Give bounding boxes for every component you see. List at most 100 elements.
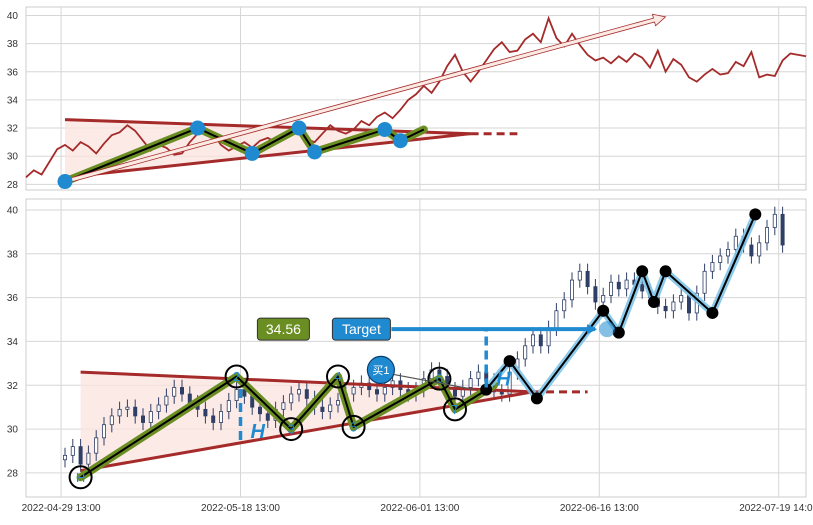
candle-body bbox=[203, 408, 208, 417]
pattern-node-circle bbox=[427, 366, 452, 391]
candle-body bbox=[328, 404, 333, 412]
top-pattern-node bbox=[291, 120, 307, 136]
candle-body bbox=[749, 244, 754, 257]
bottom-panel-ytick-label: 34 bbox=[7, 337, 19, 348]
pattern-node-circle bbox=[68, 465, 93, 490]
zigzag-node bbox=[597, 304, 610, 317]
zigzag-node bbox=[612, 326, 625, 339]
candle-body bbox=[102, 424, 107, 439]
buy-marker-badge bbox=[366, 355, 395, 385]
bottom-triangle-fill bbox=[80, 372, 533, 471]
bottom-panel-ytick-label: 30 bbox=[7, 425, 19, 436]
candle-body bbox=[281, 402, 286, 410]
candle-body bbox=[172, 387, 177, 397]
candle-body bbox=[499, 391, 504, 395]
zigzag-node bbox=[706, 306, 719, 319]
candle-body bbox=[335, 400, 340, 406]
candle-body bbox=[679, 295, 684, 303]
candle-body bbox=[78, 446, 83, 465]
candle-body bbox=[109, 415, 114, 426]
pattern-node-circle bbox=[341, 414, 366, 439]
candle-body bbox=[757, 242, 762, 257]
top-pattern-node bbox=[57, 174, 73, 190]
candle-body bbox=[710, 262, 715, 272]
zigzag-node bbox=[503, 355, 516, 368]
pattern-node-circle bbox=[279, 417, 304, 442]
candle-body bbox=[476, 371, 481, 380]
candle-body bbox=[538, 334, 543, 347]
candle-body bbox=[687, 295, 692, 314]
bottom-panel-ytick-label: 32 bbox=[7, 381, 19, 392]
xtick-label: 2022-06-16 13:00 bbox=[560, 503, 639, 514]
candle-body bbox=[156, 404, 161, 412]
bottom-panel-ytick-label: 40 bbox=[7, 205, 19, 216]
candle-body bbox=[468, 378, 473, 388]
buy-marker-leader bbox=[390, 373, 475, 391]
candle-body bbox=[257, 406, 262, 415]
candle-body bbox=[117, 408, 122, 417]
candle-body bbox=[265, 413, 270, 421]
xtick-label: 2022-06-01 13:00 bbox=[380, 503, 459, 514]
xtick-label: 2022-05-18 13:00 bbox=[201, 503, 280, 514]
candle-body bbox=[86, 452, 91, 465]
candle-body bbox=[320, 406, 325, 412]
h-marker-label: H bbox=[496, 368, 511, 390]
candle-body bbox=[593, 286, 598, 303]
candle-body bbox=[780, 213, 785, 246]
pattern-node-label: 7 bbox=[451, 402, 458, 417]
candle-body bbox=[570, 279, 575, 301]
pattern-node-label: 6 bbox=[436, 371, 443, 386]
bottom-panel-ytick-label: 36 bbox=[7, 293, 19, 304]
candle-body bbox=[507, 371, 512, 395]
pattern-node-circle bbox=[443, 397, 467, 422]
candle-body bbox=[609, 281, 614, 296]
top-pattern-node bbox=[244, 145, 260, 161]
candle-body bbox=[765, 227, 770, 244]
candle-body bbox=[218, 411, 223, 423]
top-pattern-node bbox=[190, 120, 206, 136]
candle-body bbox=[726, 248, 731, 257]
candle-body bbox=[554, 310, 559, 329]
zigzag-node bbox=[647, 295, 660, 308]
candle-body bbox=[663, 305, 668, 312]
candle-body bbox=[382, 387, 387, 395]
pattern-node-circle bbox=[326, 364, 350, 389]
bottom-panel-ytick-label: 28 bbox=[7, 468, 19, 479]
h-marker-label: H bbox=[251, 421, 266, 443]
candle-body bbox=[179, 387, 184, 395]
top-panel-ytick-label: 40 bbox=[7, 11, 19, 22]
candle-body bbox=[374, 389, 379, 395]
pattern-node-label: 4 bbox=[334, 369, 341, 384]
price-label-text: 34.56 bbox=[266, 321, 301, 337]
zigzag-line bbox=[485, 213, 757, 400]
pattern-node-label: 2 bbox=[233, 369, 240, 384]
candle-body bbox=[226, 400, 231, 412]
candle-body bbox=[640, 284, 645, 292]
candle-body bbox=[733, 235, 738, 250]
candle-body bbox=[125, 406, 130, 410]
target-circle bbox=[599, 321, 616, 338]
top-pattern-node bbox=[377, 121, 393, 137]
top-projection-arrow bbox=[63, 13, 667, 184]
buy-marker-label: 买1 bbox=[372, 364, 389, 377]
candle-body bbox=[523, 345, 528, 360]
candle-body bbox=[94, 437, 99, 454]
candle-body bbox=[289, 393, 294, 404]
top-panel-ytick-label: 30 bbox=[7, 152, 19, 163]
price-label-box bbox=[256, 317, 310, 341]
candle-body bbox=[772, 213, 777, 228]
candle-body bbox=[140, 415, 145, 423]
candle-body bbox=[624, 279, 629, 290]
candle-body bbox=[133, 406, 138, 417]
zigzag-node bbox=[749, 208, 762, 221]
candle-body bbox=[367, 382, 372, 391]
top-panel-ytick-label: 38 bbox=[7, 39, 19, 50]
candle-body bbox=[616, 281, 621, 290]
candle-body bbox=[452, 389, 457, 397]
zigzag-node bbox=[480, 383, 493, 396]
xtick-label: 2022-07-19 14:00 bbox=[739, 503, 813, 514]
pattern-node-circle bbox=[224, 364, 249, 389]
pattern-node-label: 5 bbox=[350, 419, 357, 434]
pattern-node-label: 3 bbox=[288, 422, 295, 437]
